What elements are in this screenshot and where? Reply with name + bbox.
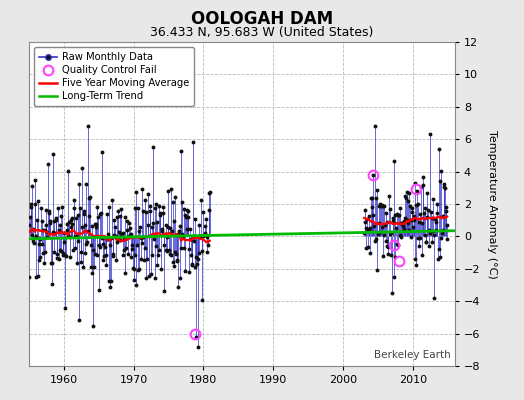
Text: Berkeley Earth: Berkeley Earth — [374, 350, 451, 360]
Legend: Raw Monthly Data, Quality Control Fail, Five Year Moving Average, Long-Term Tren: Raw Monthly Data, Quality Control Fail, … — [34, 47, 194, 106]
Text: 36.433 N, 95.683 W (United States): 36.433 N, 95.683 W (United States) — [150, 26, 374, 39]
Text: OOLOGAH DAM: OOLOGAH DAM — [191, 10, 333, 28]
Y-axis label: Temperature Anomaly (°C): Temperature Anomaly (°C) — [487, 130, 497, 278]
